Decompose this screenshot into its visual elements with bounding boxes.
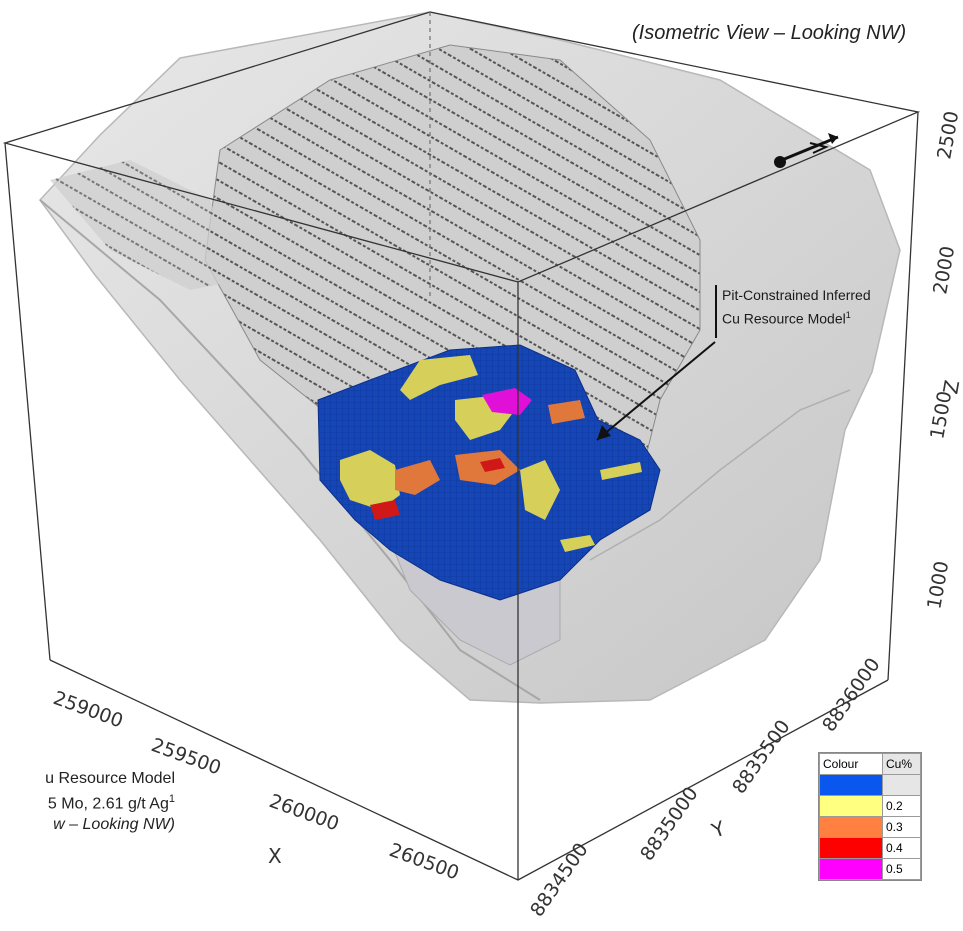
terrain-ridge-line	[589, 389, 851, 561]
legend-value	[882, 774, 921, 796]
callout-arrow	[596, 341, 716, 441]
z-tick-label: 2000	[929, 244, 959, 295]
legend-value: 0.5	[882, 858, 921, 880]
caption-line-1: u Resource Model	[45, 770, 175, 787]
y-tick-label: 8834500	[526, 839, 593, 921]
grade-zone-yellow	[520, 460, 560, 520]
legend-swatch	[819, 837, 883, 859]
y-axis-label: Y	[708, 816, 729, 843]
legend-swatch	[819, 774, 883, 796]
figure-caption: u Resource Model 5 Mo, 2.61 g/t Ag1 w – …	[0, 768, 175, 835]
grade-zone-orange	[395, 460, 440, 495]
grade-zone-red	[370, 500, 400, 520]
z-tick-label: 1500	[926, 389, 956, 440]
grade-zone-yellow	[340, 450, 400, 510]
legend-header-colour: Colour	[819, 753, 883, 775]
pit-shell-benches	[50, 160, 240, 290]
grade-legend: Colour Cu% 0.2 0.3 0.4 0.5	[818, 752, 922, 881]
grade-zone-yellow	[400, 355, 478, 400]
legend-value: 0.3	[882, 816, 921, 838]
x-axis-label: X	[268, 844, 282, 868]
grade-zone-magenta	[482, 388, 532, 415]
legend-swatch	[819, 795, 883, 817]
grade-zone-red	[480, 458, 505, 472]
callout-arrowhead	[597, 425, 611, 440]
x-tick-label: 259000	[50, 687, 126, 732]
y-tick-label: 8836000	[818, 654, 885, 736]
legend-value: 0.4	[882, 837, 921, 859]
x-tick-label: 260000	[266, 790, 342, 835]
legend-swatch	[819, 858, 883, 880]
legend-value: 0.2	[882, 795, 921, 817]
north-arrow-icon	[774, 133, 839, 168]
view-title: (Isometric View – Looking NW)	[632, 22, 907, 44]
legend-swatch	[819, 816, 883, 838]
callout-line-1: Pit-Constrained Inferred	[722, 287, 871, 303]
caption-line-2: 5 Mo, 2.61 g/t Ag1	[47, 793, 175, 813]
callout-line-2: Cu Resource Model1	[722, 310, 851, 327]
y-tick-label: 8835000	[636, 783, 703, 865]
grade-zone-orange	[548, 400, 585, 424]
y-tick-label: 8835500	[728, 716, 795, 798]
grade-zone-yellow	[600, 462, 642, 480]
z-tick-label: 2500	[933, 109, 963, 160]
z-axis-label: Z	[938, 378, 963, 396]
grade-zone-yellow	[560, 535, 595, 552]
caption-line-3: w – Looking NW)	[53, 816, 175, 834]
x-tick-label: 260500	[386, 839, 462, 884]
bounding-box	[2, 11, 921, 881]
legend-header-value: Cu%	[882, 753, 921, 775]
z-tick-label: 1000	[923, 559, 953, 610]
resource-callout: Pit-Constrained Inferred Cu Resource Mod…	[722, 285, 871, 329]
